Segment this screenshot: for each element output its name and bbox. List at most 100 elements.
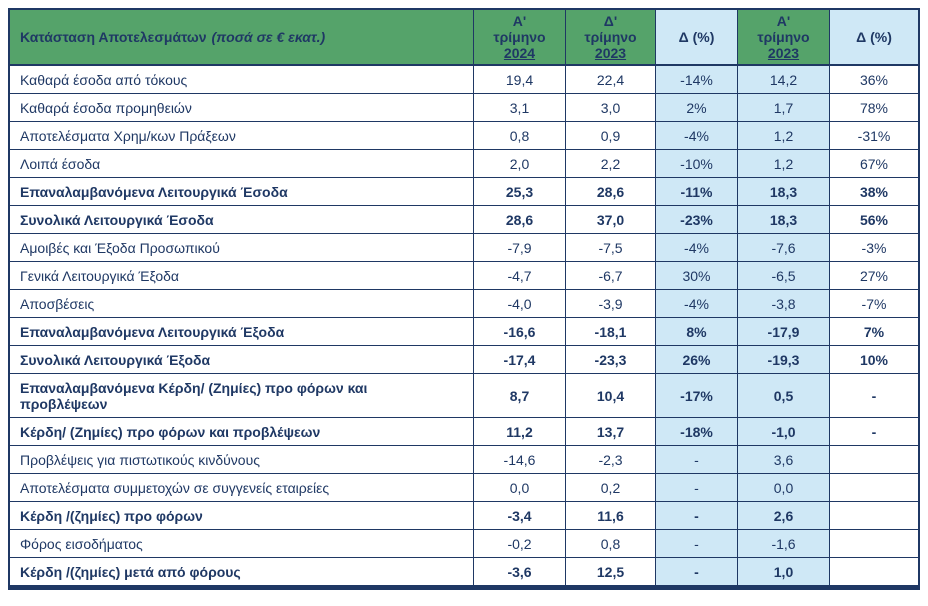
value-cell xyxy=(830,474,918,502)
column-header-year: 2024 xyxy=(503,45,536,61)
value-cell: -19,3 xyxy=(738,346,830,374)
value-cell: -7,5 xyxy=(566,234,656,262)
value-cell: -17% xyxy=(656,374,738,418)
value-cell: 19,4 xyxy=(474,66,566,94)
value-cell: -4% xyxy=(656,290,738,318)
value-cell: -7% xyxy=(830,290,918,318)
value-cell: 3,1 xyxy=(474,94,566,122)
value-cell: 56% xyxy=(830,206,918,234)
value-cell: -17,4 xyxy=(474,346,566,374)
value-cell: -14,6 xyxy=(474,446,566,474)
value-cell xyxy=(830,502,918,530)
column-header-line: Α' xyxy=(776,13,791,29)
value-cell: 26% xyxy=(656,346,738,374)
column-header-year: 2023 xyxy=(767,45,800,61)
value-cell: 18,3 xyxy=(738,178,830,206)
value-cell: 0,5 xyxy=(738,374,830,418)
value-cell: -2,3 xyxy=(566,446,656,474)
value-cell xyxy=(830,530,918,558)
value-cell: 10% xyxy=(830,346,918,374)
row-label: Αποτελέσματα συμμετοχών σε συγγενείς ετα… xyxy=(10,474,474,502)
row-label: Καθαρά έσοδα προμηθειών xyxy=(10,94,474,122)
value-cell: - xyxy=(830,374,918,418)
value-cell: 1,2 xyxy=(738,150,830,178)
value-cell: 10,4 xyxy=(566,374,656,418)
value-cell: 13,7 xyxy=(566,418,656,446)
value-cell: 12,5 xyxy=(566,558,656,586)
value-cell: 18,3 xyxy=(738,206,830,234)
value-cell: 3,0 xyxy=(566,94,656,122)
value-cell: -3,8 xyxy=(738,290,830,318)
value-cell: -1,6 xyxy=(738,530,830,558)
value-cell: 28,6 xyxy=(474,206,566,234)
value-cell: 38% xyxy=(830,178,918,206)
value-cell: - xyxy=(656,474,738,502)
value-cell: 0,8 xyxy=(474,122,566,150)
value-cell: 2,2 xyxy=(566,150,656,178)
value-cell: 11,6 xyxy=(566,502,656,530)
value-cell: -23% xyxy=(656,206,738,234)
value-cell: -4% xyxy=(656,234,738,262)
value-cell: -1,0 xyxy=(738,418,830,446)
value-cell: 11,2 xyxy=(474,418,566,446)
value-cell: -17,9 xyxy=(738,318,830,346)
value-cell: 1,0 xyxy=(738,558,830,586)
row-label: Κέρδη /(ζημίες) προ φόρων xyxy=(10,502,474,530)
row-label: Επαναλαμβανόμενα Κέρδη/ (Ζημίες) προ φόρ… xyxy=(10,374,474,418)
column-header-q1-2024: Α' τρίμηνο 2024 xyxy=(474,10,566,66)
value-cell: -3,4 xyxy=(474,502,566,530)
value-cell: -3% xyxy=(830,234,918,262)
value-cell: -18% xyxy=(656,418,738,446)
row-label: Επαναλαμβανόμενα Λειτουργικά Έσοδα xyxy=(10,178,474,206)
value-cell: -10% xyxy=(656,150,738,178)
row-label: Κέρδη /(ζημίες) μετά από φόρους xyxy=(10,558,474,586)
value-cell: -4,0 xyxy=(474,290,566,318)
value-cell: 36% xyxy=(830,66,918,94)
value-cell: - xyxy=(656,530,738,558)
row-label: Συνολικά Λειτουργικά Έσοδα xyxy=(10,206,474,234)
table-title-note: (ποσά σε € εκατ.) xyxy=(211,29,326,45)
results-table: Κατάσταση Αποτελεσμάτων (ποσά σε € εκατ.… xyxy=(8,8,920,590)
value-cell: - xyxy=(656,558,738,586)
column-header-delta-qoq: Δ (%) xyxy=(656,10,738,66)
value-cell: 37,0 xyxy=(566,206,656,234)
value-cell: 0,9 xyxy=(566,122,656,150)
value-cell: -7,9 xyxy=(474,234,566,262)
value-cell: -3,6 xyxy=(474,558,566,586)
value-cell: 28,6 xyxy=(566,178,656,206)
column-header-line: τρίμηνο xyxy=(493,29,546,45)
row-label: Καθαρά έσοδα από τόκους xyxy=(10,66,474,94)
value-cell: -23,3 xyxy=(566,346,656,374)
table-header-title-cell: Κατάσταση Αποτελεσμάτων (ποσά σε € εκατ.… xyxy=(10,10,474,66)
row-label: Λοιπά έσοδα xyxy=(10,150,474,178)
column-header-line: Α' xyxy=(512,13,527,29)
column-header-year: 2023 xyxy=(594,45,627,61)
value-cell: -14% xyxy=(656,66,738,94)
value-cell: -3,9 xyxy=(566,290,656,318)
value-cell xyxy=(830,558,918,586)
row-label: Συνολικά Λειτουργικά Έξοδα xyxy=(10,346,474,374)
value-cell: - xyxy=(656,502,738,530)
column-header-line: τρίμηνο xyxy=(757,29,810,45)
value-cell: -6,5 xyxy=(738,262,830,290)
row-label: Προβλέψεις για πιστωτικούς κινδύνους xyxy=(10,446,474,474)
row-label: Γενικά Λειτουργικά Έξοδα xyxy=(10,262,474,290)
value-cell: 8,7 xyxy=(474,374,566,418)
column-header-q4-2023: Δ' τρίμηνο 2023 xyxy=(566,10,656,66)
value-cell: 0,2 xyxy=(566,474,656,502)
row-label: Αμοιβές και Έξοδα Προσωπικού xyxy=(10,234,474,262)
value-cell: 2,6 xyxy=(738,502,830,530)
value-cell: -4,7 xyxy=(474,262,566,290)
row-label: Φόρος εισοδήματος xyxy=(10,530,474,558)
value-cell: 0,0 xyxy=(738,474,830,502)
value-cell: -31% xyxy=(830,122,918,150)
value-cell: 1,2 xyxy=(738,122,830,150)
column-header-q1-2023: Α' τρίμηνο 2023 xyxy=(738,10,830,66)
value-cell: 78% xyxy=(830,94,918,122)
value-cell: 22,4 xyxy=(566,66,656,94)
table-title: Κατάσταση Αποτελεσμάτων xyxy=(20,29,207,45)
value-cell: -18,1 xyxy=(566,318,656,346)
value-cell: - xyxy=(830,418,918,446)
value-cell: 30% xyxy=(656,262,738,290)
